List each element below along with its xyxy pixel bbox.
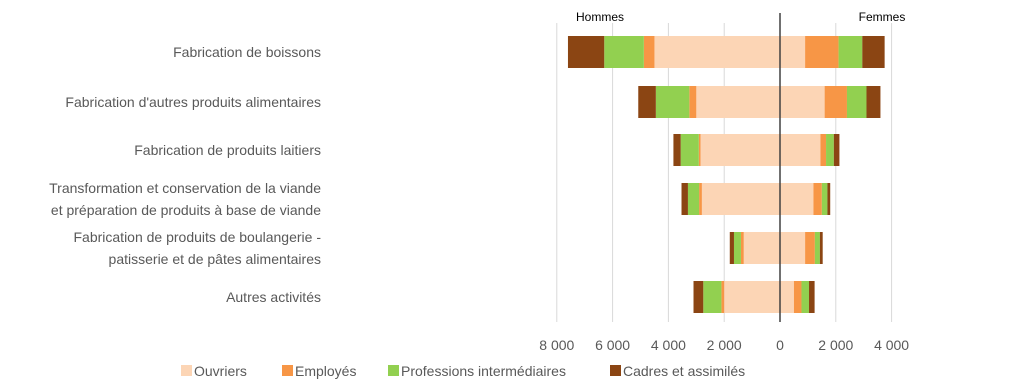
x-tick-label: 2 000 <box>707 337 742 353</box>
bar-femmes <box>801 281 810 313</box>
bar-hommes <box>687 183 700 215</box>
bar-femmes <box>827 183 831 215</box>
bar-hommes <box>733 232 741 264</box>
bar-hommes <box>740 232 744 264</box>
bar-hommes <box>673 134 681 166</box>
bar-hommes <box>681 183 688 215</box>
x-tick-label: 0 <box>776 337 784 353</box>
bar-hommes <box>638 86 656 118</box>
bar-femmes <box>780 36 806 68</box>
bar-hommes <box>743 232 780 264</box>
legend-label: Employés <box>295 363 356 379</box>
side-label-hommes: Hommes <box>576 10 624 24</box>
bar-hommes <box>693 281 704 313</box>
bar-femmes <box>780 183 814 215</box>
category-label: Fabrication de produits laitiers <box>134 142 321 158</box>
bar-femmes <box>866 86 881 118</box>
gridlines <box>556 23 893 322</box>
bar-femmes <box>833 134 840 166</box>
legend-label: Cadres et assimilés <box>623 363 745 379</box>
bar-hommes <box>654 36 780 68</box>
bar-femmes <box>780 232 806 264</box>
legend-swatch <box>282 365 293 376</box>
category-label: Fabrication de produits de boulangerie - <box>74 229 322 245</box>
category-label: Transformation et conservation de la via… <box>49 180 321 196</box>
bar-hommes <box>701 183 780 215</box>
legend-swatch <box>610 365 621 376</box>
bar-femmes <box>838 36 863 68</box>
bar-hommes <box>680 134 699 166</box>
category-labels: Fabrication de boissons Fabrication d'aut… <box>49 44 321 305</box>
bar-hommes <box>643 36 655 68</box>
category-label: Autres activités <box>226 289 321 305</box>
legend: Ouvriers Employés Professions intermédiair… <box>181 363 745 379</box>
bar-femmes <box>805 36 839 68</box>
bar-femmes <box>862 36 885 68</box>
bar-hommes <box>729 232 734 264</box>
category-label: patisserie et de pâtes alimentaires <box>109 251 321 267</box>
legend-label: Professions intermédiaires <box>401 363 566 379</box>
bar-hommes <box>696 86 780 118</box>
bar-hommes <box>724 281 780 313</box>
bar-femmes <box>793 281 802 313</box>
bar-hommes <box>604 36 644 68</box>
bar-femmes <box>780 281 794 313</box>
bar-femmes <box>824 86 847 118</box>
x-tick-label: 2 000 <box>818 337 853 353</box>
bar-femmes <box>846 86 867 118</box>
x-tick-label: 8 000 <box>539 337 574 353</box>
bar-femmes <box>780 86 825 118</box>
legend-label: Ouvriers <box>194 363 247 379</box>
bar-hommes <box>689 86 697 118</box>
bars <box>567 36 885 313</box>
side-label-femmes: Femmes <box>859 10 906 24</box>
bar-femmes <box>819 232 823 264</box>
bar-femmes <box>780 134 821 166</box>
x-tick-labels: 8 000 6 000 4 000 2 000 0 2 000 4 000 <box>539 337 909 353</box>
category-label: Fabrication de boissons <box>173 44 321 60</box>
bar-femmes <box>826 134 834 166</box>
legend-swatch <box>388 365 399 376</box>
bar-femmes <box>809 281 815 313</box>
bar-femmes <box>814 232 820 264</box>
bar-hommes <box>721 281 725 313</box>
category-label: et préparation de produits à base de via… <box>51 202 321 218</box>
bar-femmes <box>813 183 822 215</box>
bar-hommes <box>703 281 722 313</box>
bar-hommes <box>698 134 701 166</box>
category-label: Fabrication d'autres produits alimentair… <box>65 94 321 110</box>
x-tick-label: 6 000 <box>595 337 630 353</box>
bar-femmes <box>805 232 815 264</box>
x-tick-label: 4 000 <box>874 337 909 353</box>
legend-swatch <box>181 365 192 376</box>
bar-hommes <box>700 134 780 166</box>
x-tick-label: 4 000 <box>651 337 686 353</box>
bar-hommes <box>699 183 702 215</box>
bar-femmes <box>820 134 827 166</box>
bar-femmes <box>821 183 828 215</box>
bar-hommes <box>567 36 605 68</box>
bar-hommes <box>655 86 690 118</box>
